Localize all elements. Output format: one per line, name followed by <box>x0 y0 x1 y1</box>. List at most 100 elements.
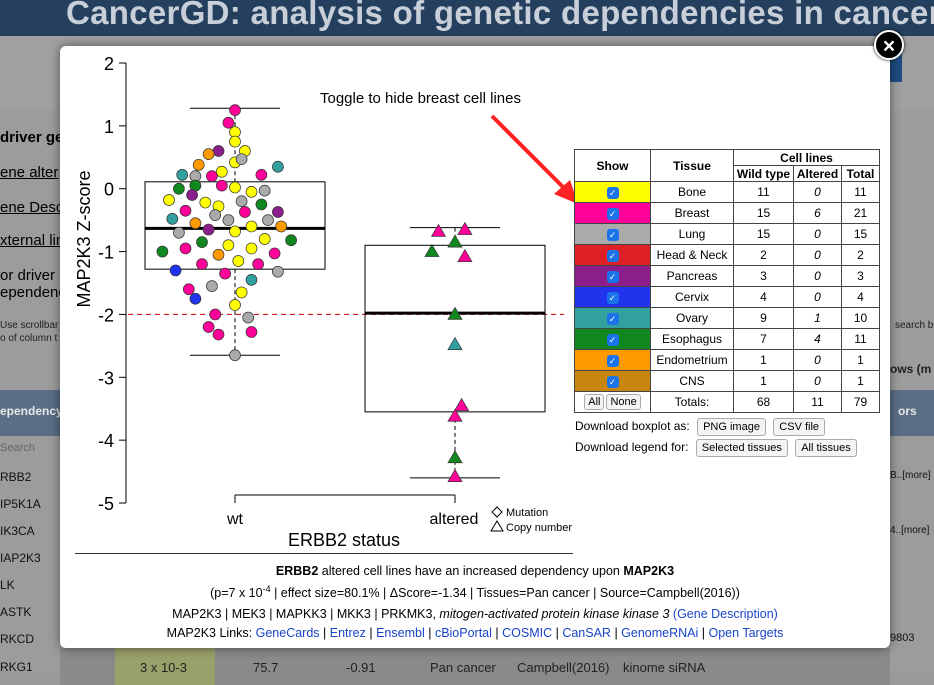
data-point <box>235 153 248 166</box>
legend-row-breast: ✓ Breast 15 6 21 <box>574 202 880 224</box>
wild-type-count: 15 <box>733 223 794 245</box>
show-checkbox[interactable]: ✓ <box>606 249 619 262</box>
caption-gene-a: ERBB2 <box>275 564 319 578</box>
total-count: 4 <box>841 286 880 308</box>
bg-header-cell: ors <box>898 404 917 418</box>
caption-text: altered cell lines have an increased dep… <box>318 564 624 578</box>
data-point <box>212 248 225 261</box>
data-point <box>245 186 258 198</box>
external-link[interactable]: GenomeRNAi <box>621 626 699 640</box>
data-point <box>235 286 248 299</box>
legend-header-altered: Altered <box>793 165 842 182</box>
mutation-marker-icon <box>491 506 503 518</box>
caption-divider <box>75 553 573 554</box>
csv-file-button[interactable]: CSV file <box>773 418 826 436</box>
legend-mutation: Mutation <box>506 507 548 519</box>
external-link[interactable]: Ensembl <box>376 626 425 640</box>
wild-type-count: 11 <box>733 181 794 203</box>
show-checkbox[interactable]: ✓ <box>606 333 619 346</box>
external-link[interactable]: Open Targets <box>708 626 784 640</box>
gene-description-link[interactable]: (Gene Description) <box>672 607 778 621</box>
y-tick-label: -3 <box>98 368 114 388</box>
bg-link: ene Desc <box>0 199 64 216</box>
data-point <box>222 116 235 129</box>
select-none-button[interactable]: None <box>606 394 641 410</box>
external-link[interactable]: Entrez <box>329 626 366 640</box>
altered-count: 0 <box>793 370 842 392</box>
total-count: 1 <box>841 349 880 371</box>
legend-select-cell: All None <box>574 391 651 413</box>
caption-links: MAP2K3 Links: GeneCards | Entrez | Ensem… <box>166 626 784 640</box>
data-point <box>173 182 185 195</box>
data-point <box>245 274 258 286</box>
tissue-color-cell: ✓ <box>574 223 651 245</box>
selected-tissues-button[interactable]: Selected tissues <box>695 439 788 457</box>
bg-row: IP5K1A <box>0 497 41 511</box>
show-checkbox[interactable]: ✓ <box>606 354 619 367</box>
data-point <box>453 397 470 411</box>
show-checkbox[interactable]: ✓ <box>606 312 619 325</box>
data-point <box>242 311 255 324</box>
data-point <box>206 170 218 182</box>
data-point <box>173 226 185 239</box>
bg-link: xternal lin <box>0 232 65 249</box>
legend-totals-label: Totals: <box>650 391 734 413</box>
bg-hint: ows (m <box>890 362 932 376</box>
tissue-name: Esophagus <box>650 328 734 350</box>
external-link[interactable]: cBioPortal <box>434 626 492 640</box>
red-arrow-icon <box>490 114 578 204</box>
data-point <box>262 214 274 226</box>
data-point <box>199 196 212 209</box>
links-label: MAP2K3 Links: <box>166 626 256 640</box>
data-point <box>179 204 192 217</box>
data-point <box>245 220 258 233</box>
bg-row: IAP2K3 <box>0 551 41 565</box>
legend-copy-number: Copy number <box>506 522 572 534</box>
wild-type-count: 1 <box>733 349 794 371</box>
stats-pre: (p=7 x 10 <box>210 586 263 601</box>
legend-header-tissue: Tissue <box>650 149 734 182</box>
select-all-button[interactable]: All <box>584 394 605 410</box>
show-checkbox[interactable]: ✓ <box>606 186 619 199</box>
data-point <box>215 165 228 178</box>
bg-more: B..[more] <box>890 470 931 481</box>
show-checkbox[interactable]: ✓ <box>606 207 619 220</box>
close-icon[interactable]: × <box>874 30 904 60</box>
external-link[interactable]: CanSAR <box>562 626 611 640</box>
data-point <box>169 264 182 277</box>
data-point <box>222 239 235 252</box>
data-point <box>229 104 241 116</box>
data-point <box>447 306 463 320</box>
y-tick-label: -5 <box>98 494 114 514</box>
y-tick-label: -1 <box>98 243 114 263</box>
y-tick-label: -2 <box>98 305 114 325</box>
bg-row: RKCD <box>0 632 35 646</box>
external-link[interactable]: COSMIC <box>502 626 553 640</box>
data-point <box>447 336 463 350</box>
data-point <box>447 234 463 248</box>
total-count: 21 <box>841 202 880 224</box>
show-checkbox[interactable]: ✓ <box>606 375 619 388</box>
altered-count: 4 <box>793 328 842 350</box>
data-point <box>219 267 231 280</box>
wild-type-count: 2 <box>733 244 794 266</box>
data-point <box>163 194 175 206</box>
wild-type-count: 1 <box>733 370 794 392</box>
show-checkbox[interactable]: ✓ <box>606 228 619 241</box>
legend-total-alt: 11 <box>793 391 842 413</box>
show-checkbox[interactable]: ✓ <box>606 270 619 283</box>
tissue-legend-table: Show Tissue Cell lines Wild type Altered… <box>574 149 880 413</box>
all-tissues-button[interactable]: All tissues <box>795 439 857 457</box>
data-point <box>229 181 241 194</box>
bg-cell: 75.7 <box>253 660 279 675</box>
altered-count: 0 <box>793 181 842 203</box>
png-image-button[interactable]: PNG image <box>697 418 766 436</box>
external-link[interactable]: GeneCards <box>255 626 320 640</box>
show-checkbox[interactable]: ✓ <box>606 291 619 304</box>
legend-row-head-neck: ✓ Head & Neck 2 0 2 <box>574 244 880 266</box>
bg-cell: Pan cancer <box>430 660 496 675</box>
data-point <box>447 450 463 464</box>
legend-row-bone: ✓ Bone 11 0 11 <box>574 181 880 203</box>
wild-type-count: 7 <box>733 328 794 350</box>
altered-count: 0 <box>793 265 842 287</box>
